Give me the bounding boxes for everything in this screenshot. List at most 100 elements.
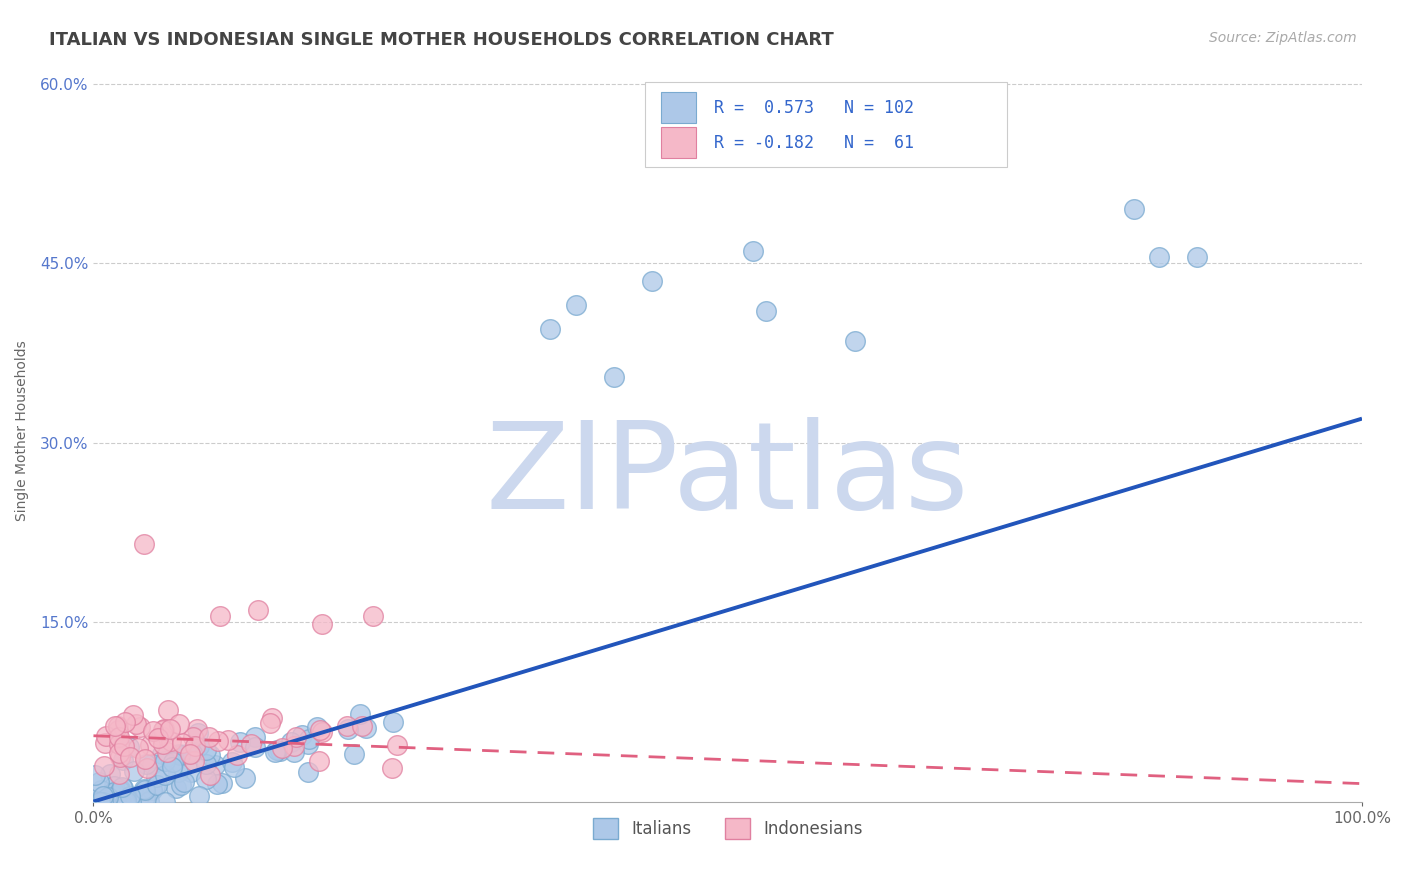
Point bbox=[181, 746, 204, 760]
Point bbox=[83, 768, 105, 782]
Point bbox=[160, 760, 183, 774]
Point bbox=[188, 789, 211, 803]
Point bbox=[111, 780, 134, 794]
Point bbox=[96, 795, 118, 809]
Point bbox=[150, 747, 173, 761]
Point bbox=[118, 749, 141, 764]
Point bbox=[602, 369, 624, 384]
Point bbox=[176, 747, 198, 761]
Point bbox=[354, 721, 377, 735]
Point bbox=[108, 749, 131, 764]
Point bbox=[1122, 202, 1144, 217]
Point bbox=[153, 755, 176, 769]
Point bbox=[167, 764, 190, 779]
Point bbox=[235, 772, 257, 786]
Point bbox=[742, 244, 765, 258]
Point bbox=[165, 780, 187, 795]
Point bbox=[222, 759, 245, 773]
Point bbox=[118, 789, 141, 804]
Point bbox=[187, 726, 209, 740]
Point bbox=[297, 765, 319, 780]
Point bbox=[153, 768, 176, 782]
Point bbox=[207, 734, 229, 748]
Point bbox=[755, 304, 778, 318]
Point bbox=[97, 789, 120, 804]
Point bbox=[173, 775, 195, 789]
Point bbox=[108, 782, 131, 797]
Point bbox=[183, 730, 205, 744]
Point bbox=[108, 767, 131, 781]
Point bbox=[205, 777, 228, 791]
Point bbox=[139, 738, 162, 752]
Point bbox=[103, 779, 125, 793]
Point bbox=[259, 715, 281, 730]
Point bbox=[115, 795, 138, 809]
Point bbox=[269, 744, 291, 758]
Point bbox=[194, 756, 217, 771]
Point bbox=[146, 731, 169, 746]
Point bbox=[198, 731, 221, 745]
Text: Source: ZipAtlas.com: Source: ZipAtlas.com bbox=[1209, 31, 1357, 45]
Point bbox=[243, 731, 266, 745]
Point bbox=[107, 731, 129, 745]
Point bbox=[134, 789, 156, 804]
Point bbox=[141, 782, 163, 797]
Point bbox=[349, 706, 371, 721]
Point bbox=[336, 722, 359, 736]
Text: ITALIAN VS INDONESIAN SINGLE MOTHER HOUSEHOLDS CORRELATION CHART: ITALIAN VS INDONESIAN SINGLE MOTHER HOUS… bbox=[49, 31, 834, 49]
Point bbox=[134, 752, 156, 766]
Point bbox=[118, 739, 141, 754]
Point bbox=[309, 723, 332, 738]
FancyBboxPatch shape bbox=[661, 128, 696, 158]
Point bbox=[93, 759, 115, 773]
Point bbox=[114, 795, 136, 809]
Point bbox=[145, 770, 167, 784]
Point bbox=[350, 718, 373, 732]
Point bbox=[336, 719, 359, 733]
Point bbox=[179, 747, 201, 761]
Point bbox=[90, 791, 112, 805]
Point bbox=[104, 795, 127, 809]
Point bbox=[93, 793, 115, 807]
FancyBboxPatch shape bbox=[645, 82, 1007, 167]
Point bbox=[89, 795, 111, 809]
Point bbox=[141, 757, 163, 772]
Point bbox=[180, 764, 202, 779]
Point bbox=[239, 738, 262, 752]
Point bbox=[564, 298, 586, 312]
Point bbox=[134, 783, 156, 797]
Point bbox=[305, 720, 328, 734]
Point bbox=[108, 746, 131, 760]
Point bbox=[538, 322, 561, 336]
Point bbox=[145, 779, 167, 793]
Point bbox=[167, 717, 190, 731]
Point bbox=[115, 794, 138, 808]
Point bbox=[112, 739, 135, 754]
Point bbox=[127, 740, 149, 755]
Point bbox=[97, 795, 120, 809]
Point bbox=[229, 735, 252, 749]
Point bbox=[217, 732, 239, 747]
Point bbox=[115, 792, 138, 806]
Point bbox=[111, 780, 134, 795]
Point bbox=[115, 794, 138, 808]
Point bbox=[200, 747, 222, 762]
Point bbox=[136, 761, 159, 775]
Point bbox=[103, 784, 125, 798]
Point bbox=[153, 795, 176, 809]
Point bbox=[291, 728, 314, 742]
Point bbox=[1147, 250, 1170, 264]
Y-axis label: Single Mother Households: Single Mother Households bbox=[15, 340, 30, 521]
Point bbox=[162, 755, 184, 769]
Text: ZIPatlas: ZIPatlas bbox=[486, 417, 970, 533]
Point bbox=[844, 334, 866, 348]
Point bbox=[195, 743, 218, 757]
Point bbox=[122, 707, 145, 722]
Point bbox=[211, 776, 233, 790]
Point bbox=[311, 725, 333, 739]
Point bbox=[114, 714, 136, 729]
Point bbox=[129, 787, 152, 801]
Point bbox=[361, 609, 384, 624]
Point bbox=[172, 736, 194, 750]
Point bbox=[186, 722, 208, 736]
